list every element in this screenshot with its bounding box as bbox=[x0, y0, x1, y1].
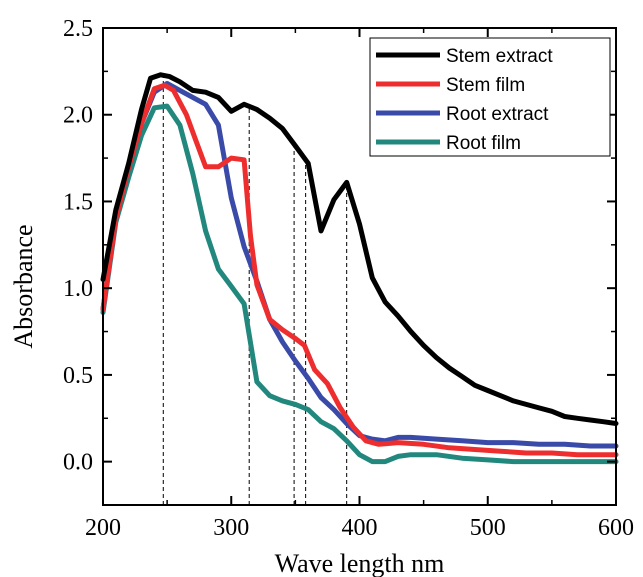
y-tick-label: 2.5 bbox=[63, 16, 93, 42]
reference-lines bbox=[162, 74, 348, 505]
x-tick-label: 200 bbox=[85, 515, 121, 541]
legend-label: Stem film bbox=[446, 75, 525, 96]
legend-label: Root extract bbox=[446, 104, 549, 125]
y-axis-title: Absorbance bbox=[9, 224, 38, 348]
y-tick-label: 0.5 bbox=[63, 363, 93, 389]
x-tick-label: 500 bbox=[470, 515, 506, 541]
series-lines bbox=[100, 72, 619, 465]
legend-box bbox=[369, 37, 611, 157]
y-tick-label: 2.0 bbox=[63, 103, 93, 129]
series-line-stem-film bbox=[100, 82, 619, 458]
legend-label: Stem extract bbox=[446, 46, 553, 67]
x-axis-title: Wave length nm bbox=[275, 549, 445, 577]
x-tick-label: 600 bbox=[598, 515, 634, 541]
series-line-stem-extract bbox=[100, 72, 619, 426]
x-tick-label: 400 bbox=[342, 515, 378, 541]
x-tick-label: 300 bbox=[213, 515, 249, 541]
y-tick-label: 1.0 bbox=[63, 276, 93, 302]
axis-ticks bbox=[102, 27, 617, 505]
tick-labels: 200 300 400 500 600 0.0 0.5 1.0 1.5 2.0 2.5 bbox=[63, 16, 634, 541]
series-line-root-extract bbox=[100, 81, 619, 449]
legend: Stem extract Stem film Root extract Root fi… bbox=[369, 37, 611, 157]
y-tick-label: 1.5 bbox=[63, 189, 93, 215]
legend-label: Root film bbox=[446, 133, 521, 154]
y-tick-label: 0.0 bbox=[63, 450, 93, 476]
series-line-root-film bbox=[100, 103, 619, 465]
